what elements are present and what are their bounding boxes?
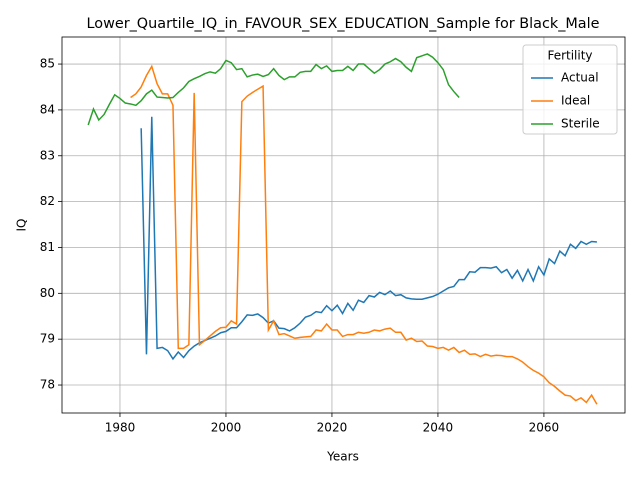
plot-frame: [61, 36, 626, 414]
series-line: [130, 64, 598, 405]
y-axis-label: IQ: [15, 219, 29, 232]
x-tick-label: 2000: [211, 421, 242, 435]
y-tick-label: 84: [40, 102, 55, 116]
series-line: [140, 116, 597, 361]
x-tick-label: 2060: [529, 421, 560, 435]
x-tick-label: 1980: [105, 421, 136, 435]
legend-title: Fertility: [547, 49, 592, 63]
y-tick-label: 82: [40, 194, 55, 208]
chart-title: Lower_Quartile_IQ_in_FAVOUR_SEX_EDUCATIO…: [87, 16, 600, 32]
series-line: [87, 53, 460, 126]
y-tick-label: 81: [40, 240, 55, 254]
legend-label: Sterile: [561, 117, 600, 131]
legend-label: Actual: [561, 71, 599, 85]
x-tick-label: 2020: [317, 421, 348, 435]
y-tick-label: 85: [40, 57, 55, 71]
legend-box: [522, 44, 618, 135]
y-tick-label: 79: [40, 332, 55, 346]
y-tick-label: 83: [40, 148, 55, 162]
legend-label: Ideal: [561, 94, 590, 108]
x-axis-label: Years: [326, 450, 359, 464]
y-tick-label: 80: [40, 286, 55, 300]
x-tick-label: 2040: [423, 421, 454, 435]
y-tick-label: 78: [40, 378, 55, 392]
